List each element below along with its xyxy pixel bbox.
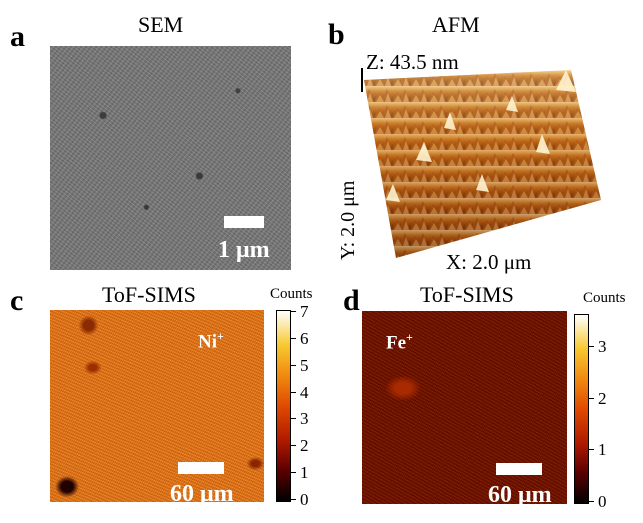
colorbar-tick-label: 3 (300, 409, 309, 428)
ni-scale-bar (178, 462, 224, 474)
colorbar-tick-label: 3 (598, 337, 607, 356)
colorbar-tick (589, 449, 594, 450)
colorbar-tick-label: 2 (598, 389, 607, 408)
panel-c-label: c (10, 284, 24, 317)
panel-c-title: ToF-SIMS (102, 282, 196, 307)
colorbar-tick-label: 4 (300, 383, 309, 402)
colorbar-tick (291, 365, 296, 366)
colorbar-c-title: Counts (270, 286, 313, 302)
colorbar-tick-label: 1 (598, 440, 607, 459)
afm-z-axis-line (361, 68, 363, 92)
colorbar-tick-label: 0 (300, 490, 309, 509)
afm-z-label: Z: 43.5 nm (366, 50, 459, 74)
fe-ion-label: Fe+ (386, 330, 413, 354)
colorbar-tick-label: 2 (300, 436, 309, 455)
afm-y-label: Y: 2.0 μm (337, 180, 359, 260)
tof-sims-fe-map: Fe+ 60 μm (362, 311, 567, 508)
sem-scale-label: 1 μm (218, 237, 270, 263)
panel-d-label: d (343, 284, 360, 317)
colorbar-d (574, 314, 589, 504)
ni-ion-label: Ni+ (198, 329, 224, 353)
sem-image: 1 μm (50, 46, 291, 270)
afm-x-label: X: 2.0 μm (446, 250, 532, 274)
colorbar-c (276, 310, 291, 502)
colorbar-tick (291, 445, 296, 446)
fe-scale-bar (496, 463, 542, 475)
colorbar-tick (291, 338, 296, 339)
colorbar-tick (589, 398, 594, 399)
colorbar-tick-label: 6 (300, 329, 309, 348)
colorbar-tick-label: 7 (300, 302, 309, 321)
tof-sims-ni-map: Ni+ 60 μm (50, 310, 264, 506)
ni-scale-label: 60 μm (170, 481, 234, 507)
panel-a-label: a (10, 20, 25, 53)
colorbar-tick (291, 472, 296, 473)
colorbar-tick (291, 392, 296, 393)
colorbar-tick (291, 418, 296, 419)
panel-a-title: SEM (138, 12, 184, 37)
panel-b-title: AFM (432, 12, 480, 37)
colorbar-tick (291, 499, 296, 500)
panel-b-label: b (328, 18, 345, 51)
colorbar-tick-label: 5 (300, 356, 309, 375)
colorbar-d-title: Counts (583, 290, 626, 306)
colorbar-tick (589, 346, 594, 347)
colorbar-tick (291, 311, 296, 312)
colorbar-tick-label: 0 (598, 492, 607, 511)
sem-scale-bar (224, 216, 264, 228)
panel-d-title: ToF-SIMS (420, 282, 514, 307)
colorbar-tick (589, 501, 594, 502)
fe-scale-label: 60 μm (488, 482, 552, 508)
afm-surface-image (364, 70, 601, 258)
colorbar-tick-label: 1 (300, 463, 309, 482)
